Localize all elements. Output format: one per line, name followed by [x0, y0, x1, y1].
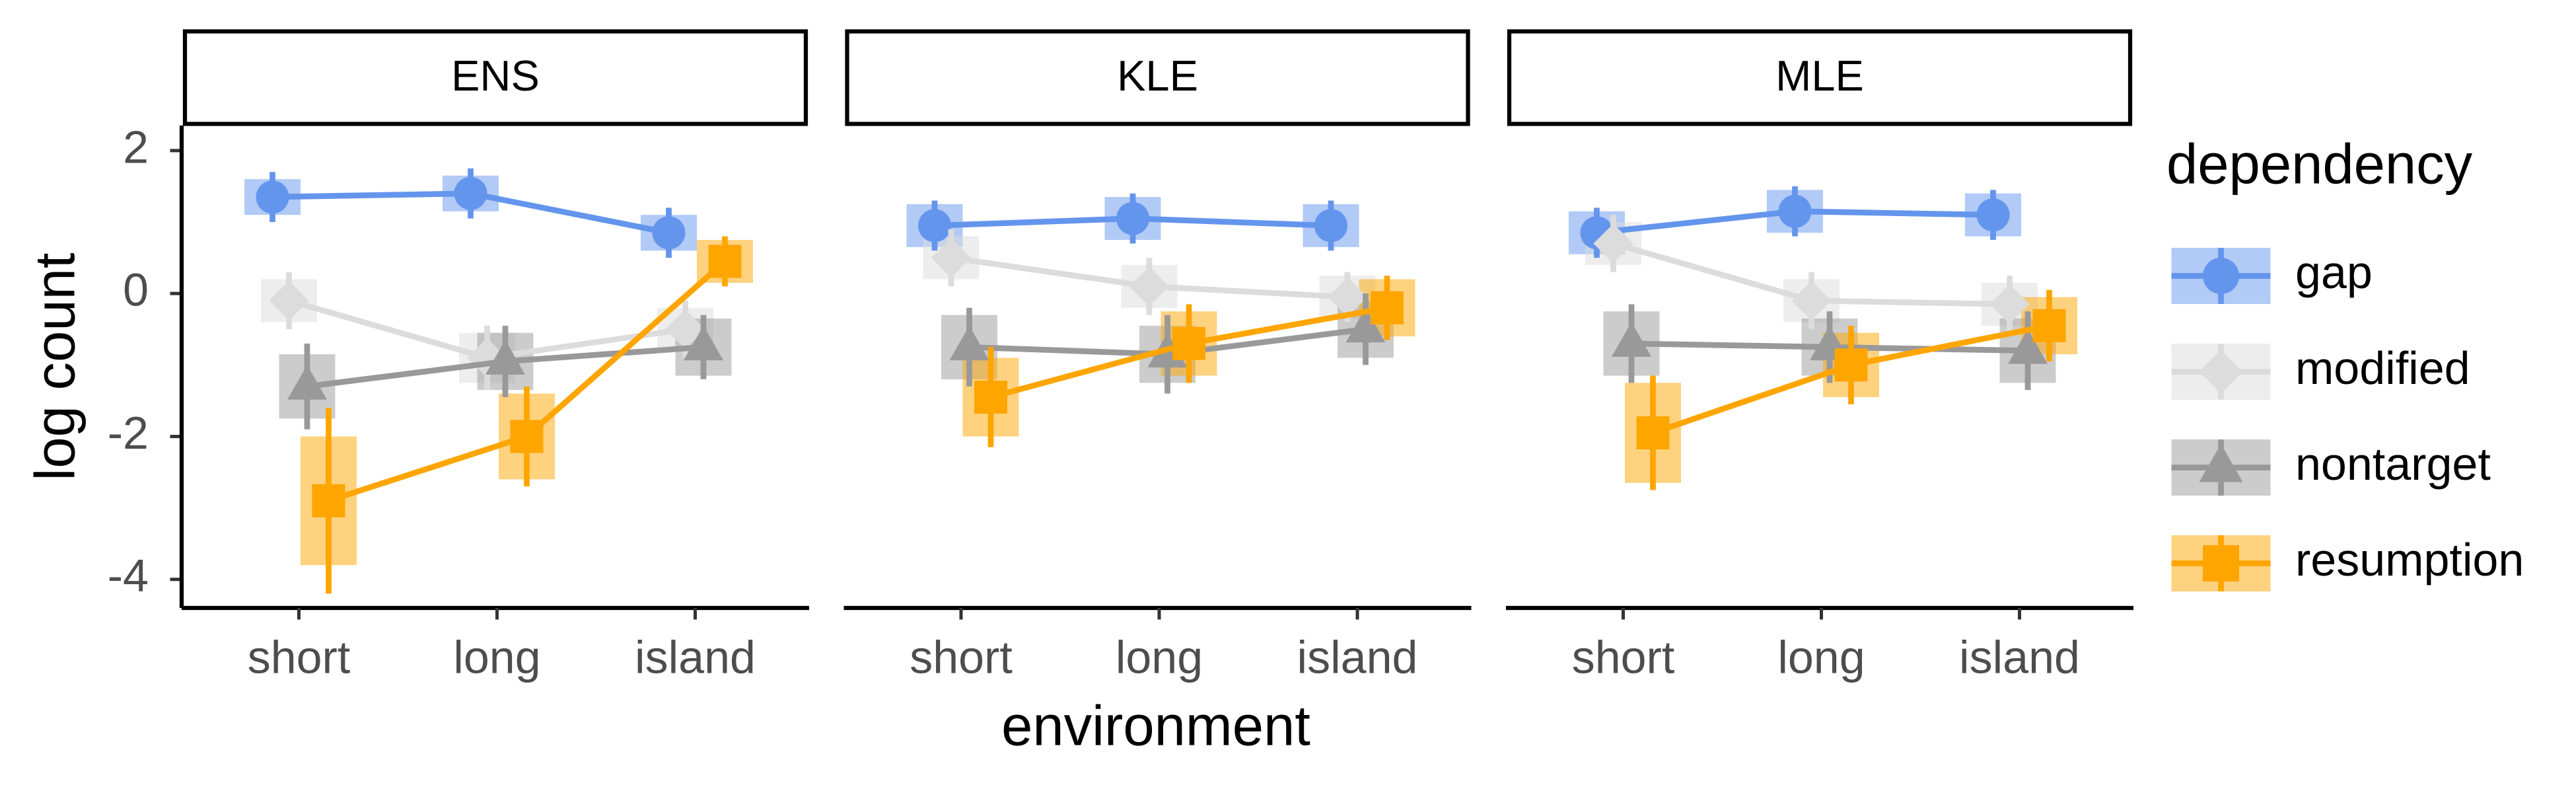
marker	[974, 380, 1007, 414]
strip	[845, 29, 1470, 126]
x-tick-label: long	[453, 631, 540, 683]
marker	[1172, 326, 1205, 360]
legend-marker	[2203, 258, 2239, 294]
marker	[256, 180, 289, 214]
x-tick-label: short	[910, 631, 1013, 683]
y-tick-label: 2	[123, 121, 149, 172]
marker	[1116, 202, 1149, 235]
marker	[287, 365, 327, 400]
legend-title: dependency	[2166, 133, 2473, 196]
marker	[2008, 329, 2048, 364]
marker	[1314, 209, 1347, 243]
strip-title: KLE	[1117, 52, 1198, 100]
legend-marker	[2203, 545, 2239, 582]
x-tick-label: long	[1116, 631, 1203, 683]
marker	[949, 325, 989, 361]
marker	[269, 280, 309, 321]
marker	[1778, 194, 1812, 228]
marker	[2032, 309, 2066, 342]
marker	[1345, 307, 1386, 343]
marker	[1834, 348, 1868, 382]
legend-label: nontarget	[2295, 438, 2491, 490]
y-tick-label: 0	[123, 264, 149, 316]
legend-marker	[2199, 443, 2243, 482]
y-axis-title: log count	[24, 253, 87, 481]
legend-marker	[2199, 350, 2243, 394]
marker	[684, 325, 723, 361]
x-tick-label: long	[1777, 631, 1865, 683]
x-tick-label: island	[635, 631, 756, 683]
x-tick-label: short	[248, 631, 351, 683]
marker	[1129, 266, 1169, 307]
marker	[708, 245, 742, 278]
x-tick-label: short	[1572, 631, 1675, 683]
marker	[1371, 291, 1404, 324]
marker	[1989, 284, 2030, 324]
strip	[182, 29, 808, 126]
marker	[1791, 280, 1832, 321]
strip-title: ENS	[451, 52, 540, 100]
legend-label: resumption	[2295, 534, 2524, 585]
marker	[510, 420, 544, 453]
marker	[1976, 198, 2010, 232]
legend-label: modified	[2295, 342, 2470, 394]
marker	[1328, 277, 1367, 317]
marker	[312, 484, 345, 517]
marker	[454, 176, 487, 210]
x-tick-label: island	[1297, 631, 1418, 683]
strip	[1507, 29, 2133, 126]
y-tick-label: -2	[108, 407, 149, 459]
marker	[1612, 322, 1651, 357]
marker	[1593, 223, 1633, 264]
marker	[918, 209, 951, 243]
x-axis-title: environment	[1001, 695, 1310, 757]
strip-title: MLE	[1775, 52, 1864, 100]
x-tick-label: island	[1959, 631, 2080, 683]
marker	[931, 238, 971, 278]
marker	[485, 340, 525, 375]
marker	[1636, 416, 1670, 450]
y-tick-label: -4	[108, 550, 149, 601]
marker	[652, 216, 686, 250]
legend-label: gap	[2295, 246, 2373, 298]
marker	[665, 309, 705, 350]
